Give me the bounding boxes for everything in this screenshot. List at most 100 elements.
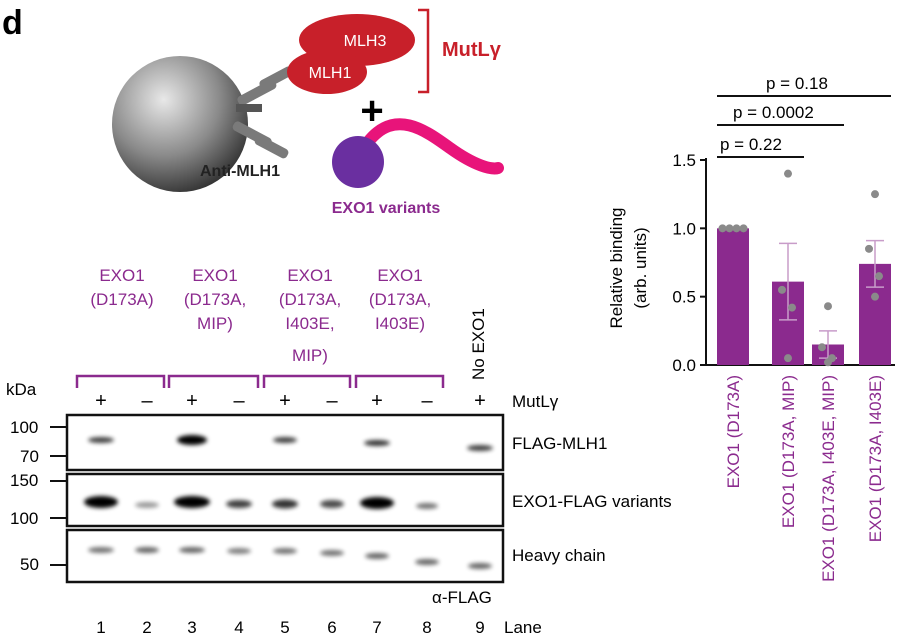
svg-text:EXO1-FLAG variants: EXO1-FLAG variants — [512, 492, 672, 511]
data-point — [875, 272, 883, 281]
svg-text:(D173A,: (D173A, — [279, 290, 341, 309]
plus-sign: + — [360, 89, 383, 133]
mutl-sign-lane-6: – — [326, 390, 338, 412]
blot-band — [88, 437, 114, 443]
category-label-3: EXO1 (D173A, I403E, MIP) — [819, 375, 838, 582]
svg-text:(D173A,: (D173A, — [369, 290, 431, 309]
mutl-signs: + – + – + – + – + — [95, 390, 486, 412]
lane-number-1: 1 — [96, 618, 105, 637]
category-label-4: EXO1 (D173A, I403E) — [866, 375, 885, 542]
bead — [112, 56, 248, 192]
blot-panel-heavy-chain — [65, 528, 505, 584]
exo1-globule — [332, 136, 384, 188]
mlh1-subunit — [287, 50, 367, 94]
panel-letter: d — [2, 4, 23, 42]
mlh1-label: MLH1 — [309, 65, 352, 82]
p-value-label: p = 0.0002 — [733, 103, 814, 122]
exo1-tail — [362, 118, 504, 175]
lane-row-label: Lane — [504, 618, 542, 637]
svg-text:(D173A,: (D173A, — [184, 290, 246, 309]
category-label-1: EXO1 (D173A) — [724, 375, 743, 488]
svg-text:MIP): MIP) — [197, 314, 233, 333]
svg-text:EXO1: EXO1 — [377, 266, 422, 285]
blot-band — [320, 550, 344, 556]
blot-band — [467, 445, 493, 451]
blot-band — [272, 499, 298, 509]
svg-text:150: 150 — [10, 471, 38, 490]
no-exo1-label: No EXO1 — [469, 308, 488, 380]
mutl-sign-lane-8: – — [421, 390, 433, 412]
mutl-sign-lane-7: + — [371, 390, 383, 412]
blot-band — [84, 496, 118, 508]
svg-text:EXO1: EXO1 — [192, 266, 237, 285]
y-axis-label: Relative binding (arb. units) — [607, 208, 650, 329]
data-point — [818, 343, 826, 352]
svg-text:100: 100 — [10, 418, 38, 437]
blot-band — [135, 547, 159, 553]
category-label-2: EXO1 (D173A, MIP) — [779, 375, 798, 528]
sample-label-1: EXO1 (D173A) — [90, 266, 153, 309]
blot-band — [365, 553, 389, 559]
lane-number-4: 4 — [234, 618, 243, 637]
p-value-label: p = 0.22 — [720, 135, 782, 154]
blot-band — [320, 500, 344, 508]
mutl-sign-lane-9: + — [474, 390, 486, 412]
mutl-sign-lane-1: + — [95, 390, 107, 412]
mutl-row-label: MutLγ — [512, 392, 559, 411]
data-point — [739, 224, 748, 233]
svg-text:(D173A): (D173A) — [90, 290, 153, 309]
svg-text:I403E,: I403E, — [285, 314, 334, 333]
blot-band — [179, 547, 205, 553]
blot-band — [273, 548, 297, 554]
exo1-label: EXO1 variants — [332, 200, 441, 217]
lane-number-8: 8 — [422, 618, 431, 637]
svg-text:Heavy chain: Heavy chain — [512, 546, 606, 565]
blot-band — [177, 435, 207, 445]
blot-band — [88, 547, 114, 553]
antibody-label: Anti-MLH1 — [200, 163, 280, 180]
mutl-label: MutLγ — [442, 39, 502, 61]
data-point — [788, 303, 796, 312]
mutl-sign-lane-3: + — [186, 390, 198, 412]
data-point — [865, 244, 873, 253]
lane-number-2: 2 — [142, 618, 151, 637]
blot-band — [226, 500, 252, 508]
antibody-flag-label: α-FLAG — [432, 588, 492, 607]
sample-labels: EXO1 (D173A) EXO1 (D173A, MIP) EXO1 (D17… — [90, 266, 431, 365]
lane-number-6: 6 — [327, 618, 336, 637]
y-tick-label: 1.0 — [672, 219, 696, 238]
bar-1 — [717, 228, 749, 365]
mutl-sign-lane-5: + — [279, 390, 291, 412]
p-value-label: p = 0.18 — [766, 74, 828, 93]
lane-number-7: 7 — [372, 618, 381, 637]
data-point — [871, 292, 879, 301]
data-point — [725, 224, 734, 233]
svg-text:50: 50 — [20, 555, 39, 574]
sample-label-4: EXO1 (D173A, I403E) — [369, 266, 431, 333]
blot-band — [415, 559, 439, 565]
data-point — [824, 302, 832, 311]
svg-text:EXO1: EXO1 — [99, 266, 144, 285]
data-point — [732, 224, 741, 233]
blot-band — [360, 497, 394, 509]
antibody — [232, 66, 294, 159]
mutl-bracket — [418, 8, 430, 94]
lane-numbers: 1 2 3 4 5 6 7 8 9 — [96, 618, 484, 637]
blot-band — [273, 437, 297, 443]
bar-chart: 0.0 0.5 1.0 1.5 Relative binding (arb. units)… — [607, 74, 895, 582]
data-point — [871, 190, 879, 199]
svg-text:FLAG-MLH1: FLAG-MLH1 — [512, 434, 607, 453]
data-point — [784, 169, 792, 178]
blot-band — [135, 502, 159, 508]
lane-number-5: 5 — [280, 618, 289, 637]
schematic: MLH3 MLH1 MutLγ + Anti-MLH1 EXO1 variant… — [112, 8, 504, 217]
lane-number-3: 3 — [187, 618, 196, 637]
blot-band — [468, 563, 492, 569]
blot-bands — [84, 435, 493, 569]
sample-label-2: EXO1 (D173A, MIP) — [184, 266, 246, 333]
svg-text:I403E): I403E) — [375, 314, 425, 333]
mw-markers: 100 70 150 100 50 — [10, 418, 66, 574]
data-point — [784, 354, 792, 363]
blot-band — [174, 496, 210, 508]
svg-text:EXO1: EXO1 — [287, 266, 332, 285]
